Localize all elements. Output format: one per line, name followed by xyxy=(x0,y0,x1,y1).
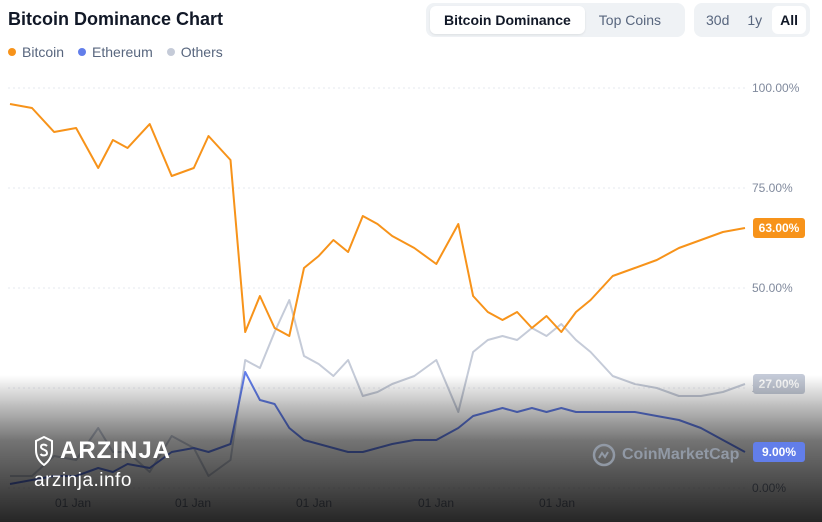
legend-label-ethereum: Ethereum xyxy=(92,44,153,60)
coinmarketcap-label: CoinMarketCap xyxy=(622,446,740,463)
legend-dot-ethereum xyxy=(78,48,87,56)
legend-item-ethereum[interactable]: Ethereum xyxy=(78,44,153,60)
y-tick-label: 50.00% xyxy=(752,281,793,295)
legend-dot-others xyxy=(166,48,175,56)
x-tick-label: 01 Jan xyxy=(296,496,332,510)
arzinja-watermark: ARZINJA arzinja.info xyxy=(34,436,171,492)
time-range-selector: 30d 1y All xyxy=(694,3,810,37)
x-axis-ticks: 01 Jan 01 Jan 01 Jan 01 Jan 01 Jan xyxy=(55,496,575,510)
tab-bitcoin-dominance[interactable]: Bitcoin Dominance xyxy=(430,6,585,34)
y-axis-ticks: 100.00%75.00%50.00%25.00%0.00% xyxy=(752,81,800,495)
arzinja-logo-icon xyxy=(35,436,53,466)
y-tick-label: 0.00% xyxy=(752,481,786,495)
chart-series xyxy=(9,103,746,485)
bitcoin-value-badge: 63.00% xyxy=(753,218,805,238)
range-all-button[interactable]: All xyxy=(772,6,806,34)
chart-title: Bitcoin Dominance Chart xyxy=(8,9,224,29)
tab-top-coins[interactable]: Top Coins xyxy=(598,12,662,28)
y-tick-label: 75.00% xyxy=(752,181,793,195)
legend-item-others[interactable]: Others xyxy=(166,44,223,60)
legend-label-others: Others xyxy=(180,44,223,60)
series-line-bitcoin[interactable] xyxy=(9,103,746,337)
chart-type-tabs: Bitcoin Dominance Top Coins xyxy=(426,3,685,37)
range-1y-button[interactable]: 1y xyxy=(747,12,763,28)
coinmarketcap-logo-icon xyxy=(592,443,616,467)
legend-dot-bitcoin xyxy=(8,48,16,56)
chart-legend: Bitcoin Ethereum Others xyxy=(8,44,223,60)
y-tick-label: 100.00% xyxy=(752,81,800,95)
ethereum-value-badge: 9.00% xyxy=(753,442,805,462)
x-tick-label: 01 Jan xyxy=(539,496,575,510)
range-30d-button[interactable]: 30d xyxy=(706,12,730,28)
legend-label-bitcoin: Bitcoin xyxy=(22,44,65,60)
x-tick-label: 01 Jan xyxy=(55,496,91,510)
x-tick-label: 01 Jan xyxy=(175,496,211,510)
x-tick-label: 01 Jan xyxy=(418,496,454,510)
arzinja-url: arzinja.info xyxy=(34,470,132,491)
others-value-badge: 27.00% xyxy=(753,374,805,394)
coinmarketcap-watermark: CoinMarketCap xyxy=(592,443,739,467)
arzinja-brand-text: ARZINJA xyxy=(60,437,172,464)
chart-grid xyxy=(8,87,745,489)
legend-item-bitcoin[interactable]: Bitcoin xyxy=(8,44,64,60)
